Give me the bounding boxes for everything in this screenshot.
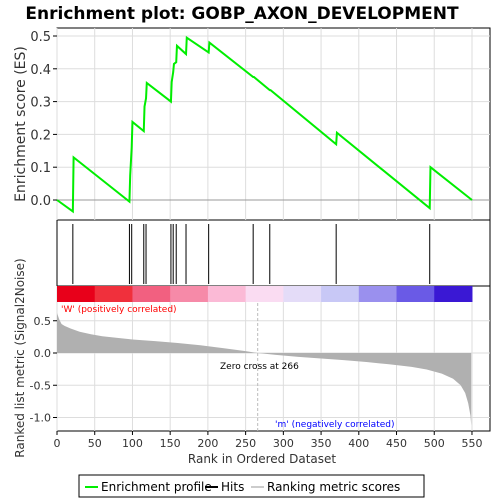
metric-ytick-label: -1.0 (30, 412, 51, 425)
es-gridlines (56, 28, 490, 220)
es-ytick-label: 0.0 (30, 194, 51, 209)
xtick-label: 300 (273, 437, 294, 450)
positive-correlation-label: 'W' (positively correlated) (61, 305, 177, 315)
es-ytick-label: 0.3 (30, 96, 51, 111)
heatmap-segment (358, 286, 398, 302)
es-y-axis-ticks: 0.0 0.1 0.2 0.3 0.4 0.5 (30, 30, 57, 209)
es-panel-frame (56, 27, 491, 221)
x-axis-ticks: 0 50 100 150 200 250 300 350 400 450 500 550 (54, 431, 482, 450)
xtick-label: 200 (197, 437, 218, 450)
xtick-label: 0 (54, 437, 61, 450)
xtick-label: 350 (311, 437, 332, 450)
xtick-label: 400 (348, 437, 369, 450)
xtick-label: 100 (122, 437, 143, 450)
zero-cross-label: Zero cross at 266 (220, 362, 299, 372)
es-ytick-label: 0.1 (30, 161, 51, 176)
metric-ytick-label: 0.0 (34, 347, 52, 360)
heatmap-segment (321, 286, 360, 302)
metric-y-axis-label: Ranked list metric (Signal2Noise) (13, 258, 27, 457)
heatmap-segment (94, 286, 133, 302)
heatmap-segment (434, 286, 473, 302)
xtick-label: 250 (235, 437, 256, 450)
xtick-label: 500 (424, 437, 445, 450)
es-ytick-label: 0.5 (30, 30, 51, 45)
metric-y-axis-ticks: -1.0 -0.5 0.0 0.5 (30, 315, 57, 425)
es-ytick-label: 0.4 (30, 63, 51, 78)
legend-hits-label: Hits (221, 480, 244, 494)
rank-heatmap-bar (57, 286, 473, 302)
xtick-label: 50 (88, 437, 102, 450)
es-y-axis-label: Enrichment score (ES) (13, 46, 29, 202)
es-ytick-label: 0.2 (30, 128, 51, 143)
heatmap-segment (245, 286, 284, 302)
heatmap-segment (283, 286, 322, 302)
negative-correlation-label: 'm' (negatively correlated) (275, 420, 394, 430)
xtick-label: 550 (461, 437, 482, 450)
metric-ytick-label: -0.5 (30, 379, 51, 392)
heatmap-segment (170, 286, 209, 302)
hit-markers (72, 224, 431, 284)
enrichment-profile (56, 35, 473, 214)
es-polyline (56, 35, 473, 214)
heatmap-segment (132, 286, 171, 302)
hits-panel-frame (56, 219, 491, 287)
xtick-label: 450 (386, 437, 407, 450)
legend-enrichment-label: Enrichment profile (101, 480, 212, 494)
heatmap-segment (57, 286, 96, 302)
legend-metric-label: Ranking metric scores (267, 480, 400, 494)
xtick-label: 150 (160, 437, 181, 450)
x-axis-label: Rank in Ordered Dataset (188, 452, 336, 466)
metric-ytick-label: 0.5 (34, 315, 52, 328)
chart-title: Enrichment plot: GOBP_AXON_DEVELOPMENT (25, 4, 459, 24)
heatmap-segment (396, 286, 435, 302)
heatmap-segment (207, 286, 247, 302)
